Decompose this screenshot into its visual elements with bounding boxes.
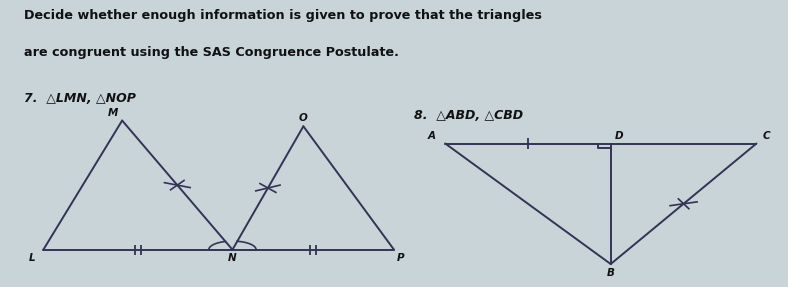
Text: 7.  △LMN, △NOP: 7. △LMN, △NOP bbox=[24, 92, 136, 105]
Text: L: L bbox=[29, 253, 35, 263]
Text: 8.  △ABD, △CBD: 8. △ABD, △CBD bbox=[414, 109, 522, 122]
Text: O: O bbox=[299, 113, 308, 123]
Text: M: M bbox=[107, 108, 118, 118]
Text: D: D bbox=[615, 131, 623, 141]
Text: P: P bbox=[396, 253, 404, 263]
Text: A: A bbox=[428, 131, 436, 141]
Text: are congruent using the SAS Congruence Postulate.: are congruent using the SAS Congruence P… bbox=[24, 46, 399, 59]
Text: Decide whether enough information is given to prove that the triangles: Decide whether enough information is giv… bbox=[24, 9, 541, 22]
Text: B: B bbox=[607, 268, 615, 278]
Text: N: N bbox=[229, 253, 236, 263]
Text: C: C bbox=[763, 131, 771, 141]
